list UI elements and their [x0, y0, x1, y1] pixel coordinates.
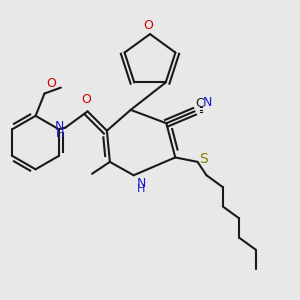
- Text: O: O: [144, 19, 154, 32]
- Text: O: O: [46, 77, 56, 90]
- Text: N: N: [136, 177, 146, 190]
- Text: H: H: [136, 184, 145, 194]
- Text: H: H: [56, 129, 64, 139]
- Text: C: C: [195, 97, 204, 110]
- Text: N: N: [202, 96, 212, 109]
- Text: N: N: [54, 120, 64, 133]
- Text: S: S: [199, 152, 208, 166]
- Text: O: O: [81, 93, 91, 106]
